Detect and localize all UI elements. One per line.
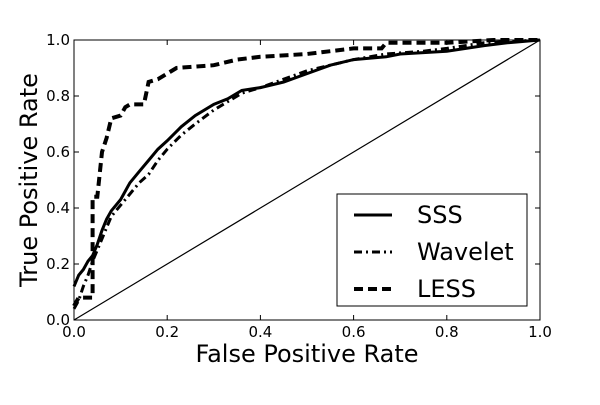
axes: 0.0 0.2 0.4 0.6 0.8 1.0 0.0 0.2 0.4 0.6 0.8 1.0 [46, 31, 552, 341]
y-tick-label: 1.0 [46, 31, 70, 49]
x-axis-label: False Positive Rate [195, 340, 418, 368]
y-tick-label: 0.6 [46, 143, 70, 161]
series-line-sss [72, 38, 541, 287]
y-tick-label: 0.8 [46, 87, 70, 105]
y-axis-label: True Positive Rate [15, 73, 43, 288]
series-line-less [72, 38, 540, 307]
legend: SSS Wavelet LESS [336, 193, 528, 307]
x-tick-label: 0.0 [62, 323, 86, 341]
y-tick-label: 0.4 [46, 199, 70, 217]
y-tick-label: 0.0 [46, 311, 70, 329]
plot-frame [73, 39, 541, 321]
x-tick-label: 0.4 [248, 323, 272, 341]
x-tick-label: 0.8 [435, 323, 459, 341]
x-tick-label: 0.6 [342, 323, 366, 341]
legend-label-sss: SSS [417, 201, 463, 229]
series-line-wavelet [72, 38, 541, 310]
plot-area [72, 38, 541, 321]
legend-label-wavelet: Wavelet [417, 238, 514, 266]
diagonal-reference-line [73, 39, 541, 321]
y-tick-label: 0.2 [46, 255, 70, 273]
legend-label-less: LESS [417, 275, 476, 303]
x-tick-label: 0.2 [155, 323, 179, 341]
x-tick-label: 1.0 [528, 323, 552, 341]
